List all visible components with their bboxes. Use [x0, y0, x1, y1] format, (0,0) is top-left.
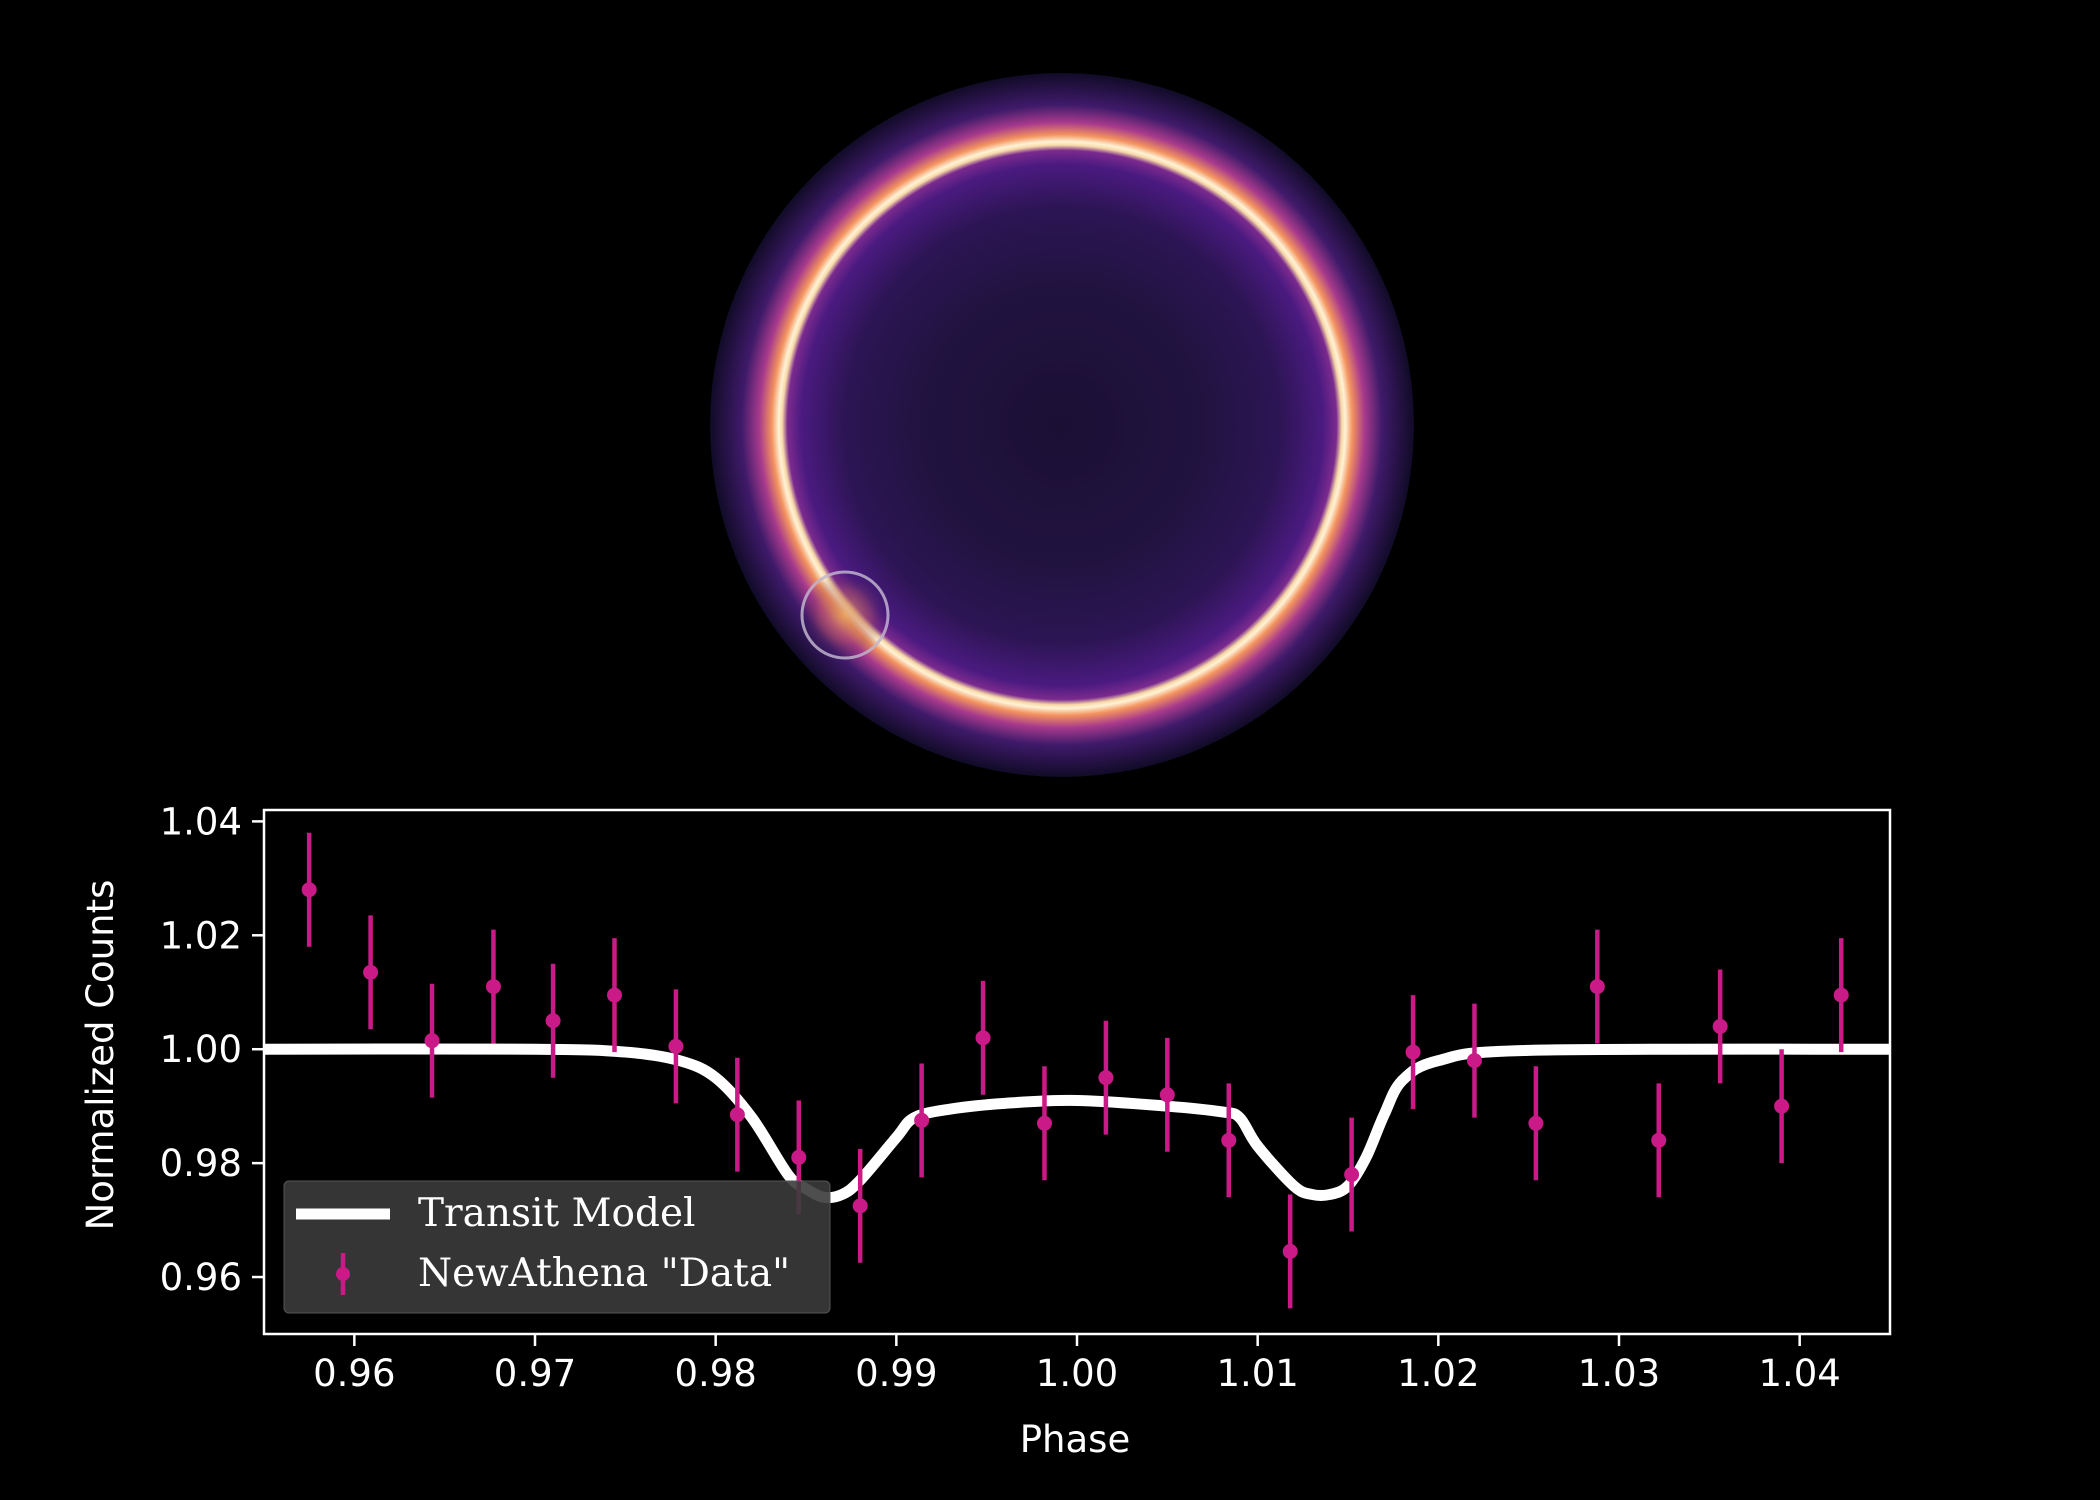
- data-point: [1282, 1243, 1298, 1259]
- x-ticks: 0.96 0.97 0.98 0.99 1.00 1.01 1.02 1.03 1.04: [313, 1334, 1841, 1395]
- data-point: [1466, 1053, 1482, 1069]
- data-point: [975, 1030, 991, 1046]
- star-disk: [710, 73, 1414, 777]
- data-point: [1833, 987, 1849, 1003]
- x-axis-label: Phase: [1020, 1418, 1130, 1461]
- data-point: [545, 1013, 561, 1029]
- data-point: [1405, 1044, 1421, 1060]
- data-point: [852, 1198, 868, 1214]
- x-tick-label: 1.03: [1578, 1352, 1660, 1395]
- data-point: [363, 964, 379, 980]
- data-point: [1036, 1115, 1052, 1131]
- star-image: [710, 73, 1414, 777]
- data-point: [301, 882, 317, 898]
- data-point: [1221, 1132, 1237, 1148]
- data-point: [1098, 1070, 1114, 1086]
- legend-label-data: NewAthena "Data": [418, 1251, 790, 1296]
- y-tick-label: 1.04: [160, 800, 242, 843]
- plot-axes: 0.96 0.97 0.98 0.99 1.00 1.01 1.02 1.03 1.04 0.9…: [79, 800, 1892, 1461]
- x-tick-label: 0.96: [313, 1352, 395, 1395]
- data-point: [1344, 1167, 1360, 1183]
- data-point: [1651, 1132, 1667, 1148]
- data-point: [791, 1149, 807, 1165]
- y-tick-label: 0.98: [160, 1142, 242, 1185]
- x-tick-label: 0.99: [855, 1352, 937, 1395]
- y-tick-label: 1.00: [160, 1028, 242, 1071]
- data-point: [729, 1107, 745, 1123]
- data-point: [914, 1112, 930, 1128]
- data-point: [1159, 1087, 1175, 1103]
- data-point: [668, 1038, 684, 1054]
- x-tick-label: 1.02: [1397, 1352, 1479, 1395]
- transiting-planet: [800, 570, 890, 660]
- legend-box: [283, 1180, 831, 1314]
- x-tick-label: 0.97: [494, 1352, 576, 1395]
- data-point: [1589, 979, 1605, 995]
- x-tick-label: 1.01: [1216, 1352, 1298, 1395]
- y-axis-label: Normalized Counts: [79, 880, 122, 1231]
- data-point: [1774, 1098, 1790, 1114]
- x-tick-label: 0.98: [674, 1352, 756, 1395]
- data-point: [424, 1033, 440, 1049]
- data-layer: [301, 832, 1849, 1309]
- data-point: [606, 987, 622, 1003]
- data-point: [1712, 1018, 1728, 1034]
- y-ticks: 0.96 0.98 1.00 1.02 1.04: [160, 800, 264, 1299]
- data-point: [485, 979, 501, 995]
- legend: Transit Model NewAthena "Data": [283, 1180, 831, 1314]
- transit-model-line: [264, 1043, 1890, 1204]
- y-tick-label: 1.02: [160, 914, 242, 957]
- x-tick-label: 1.04: [1758, 1352, 1840, 1395]
- y-tick-label: 0.96: [160, 1256, 242, 1299]
- legend-swatch-data-point: [336, 1267, 350, 1281]
- model-layer: [264, 1043, 1890, 1204]
- legend-label-model: Transit Model: [418, 1191, 696, 1236]
- data-point: [1528, 1115, 1544, 1131]
- x-tick-label: 1.00: [1036, 1352, 1118, 1395]
